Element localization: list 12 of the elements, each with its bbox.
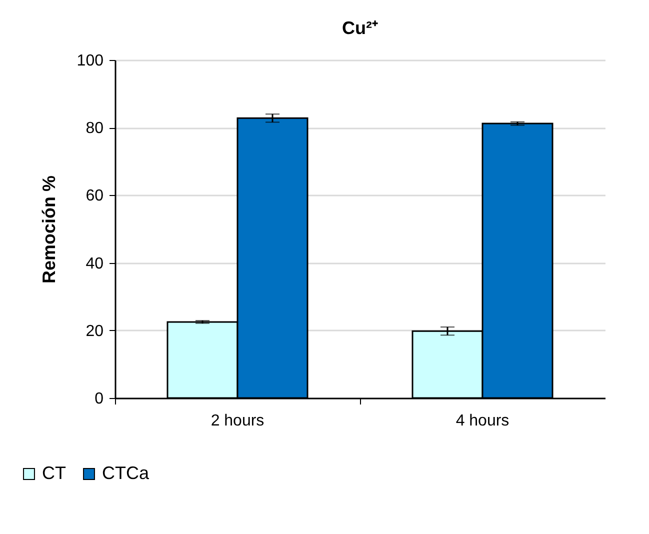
y-tick-label: 0 [94,390,104,408]
legend-label: CT [42,463,66,483]
x-tick-label: 4 hours [456,412,510,430]
y-tick-label: 20 [86,322,104,340]
y-axis-title: Remoción % [38,175,59,284]
x-tick-label: 2 hours [210,412,264,430]
chart-title: Cu²⁺ [342,18,378,38]
y-tick-label: 60 [86,188,104,205]
y-tick-label: 80 [86,120,104,138]
y-tick-label: 40 [86,255,104,272]
legend-label: CTCa [102,463,150,483]
y-tick-label: 100 [76,52,104,70]
